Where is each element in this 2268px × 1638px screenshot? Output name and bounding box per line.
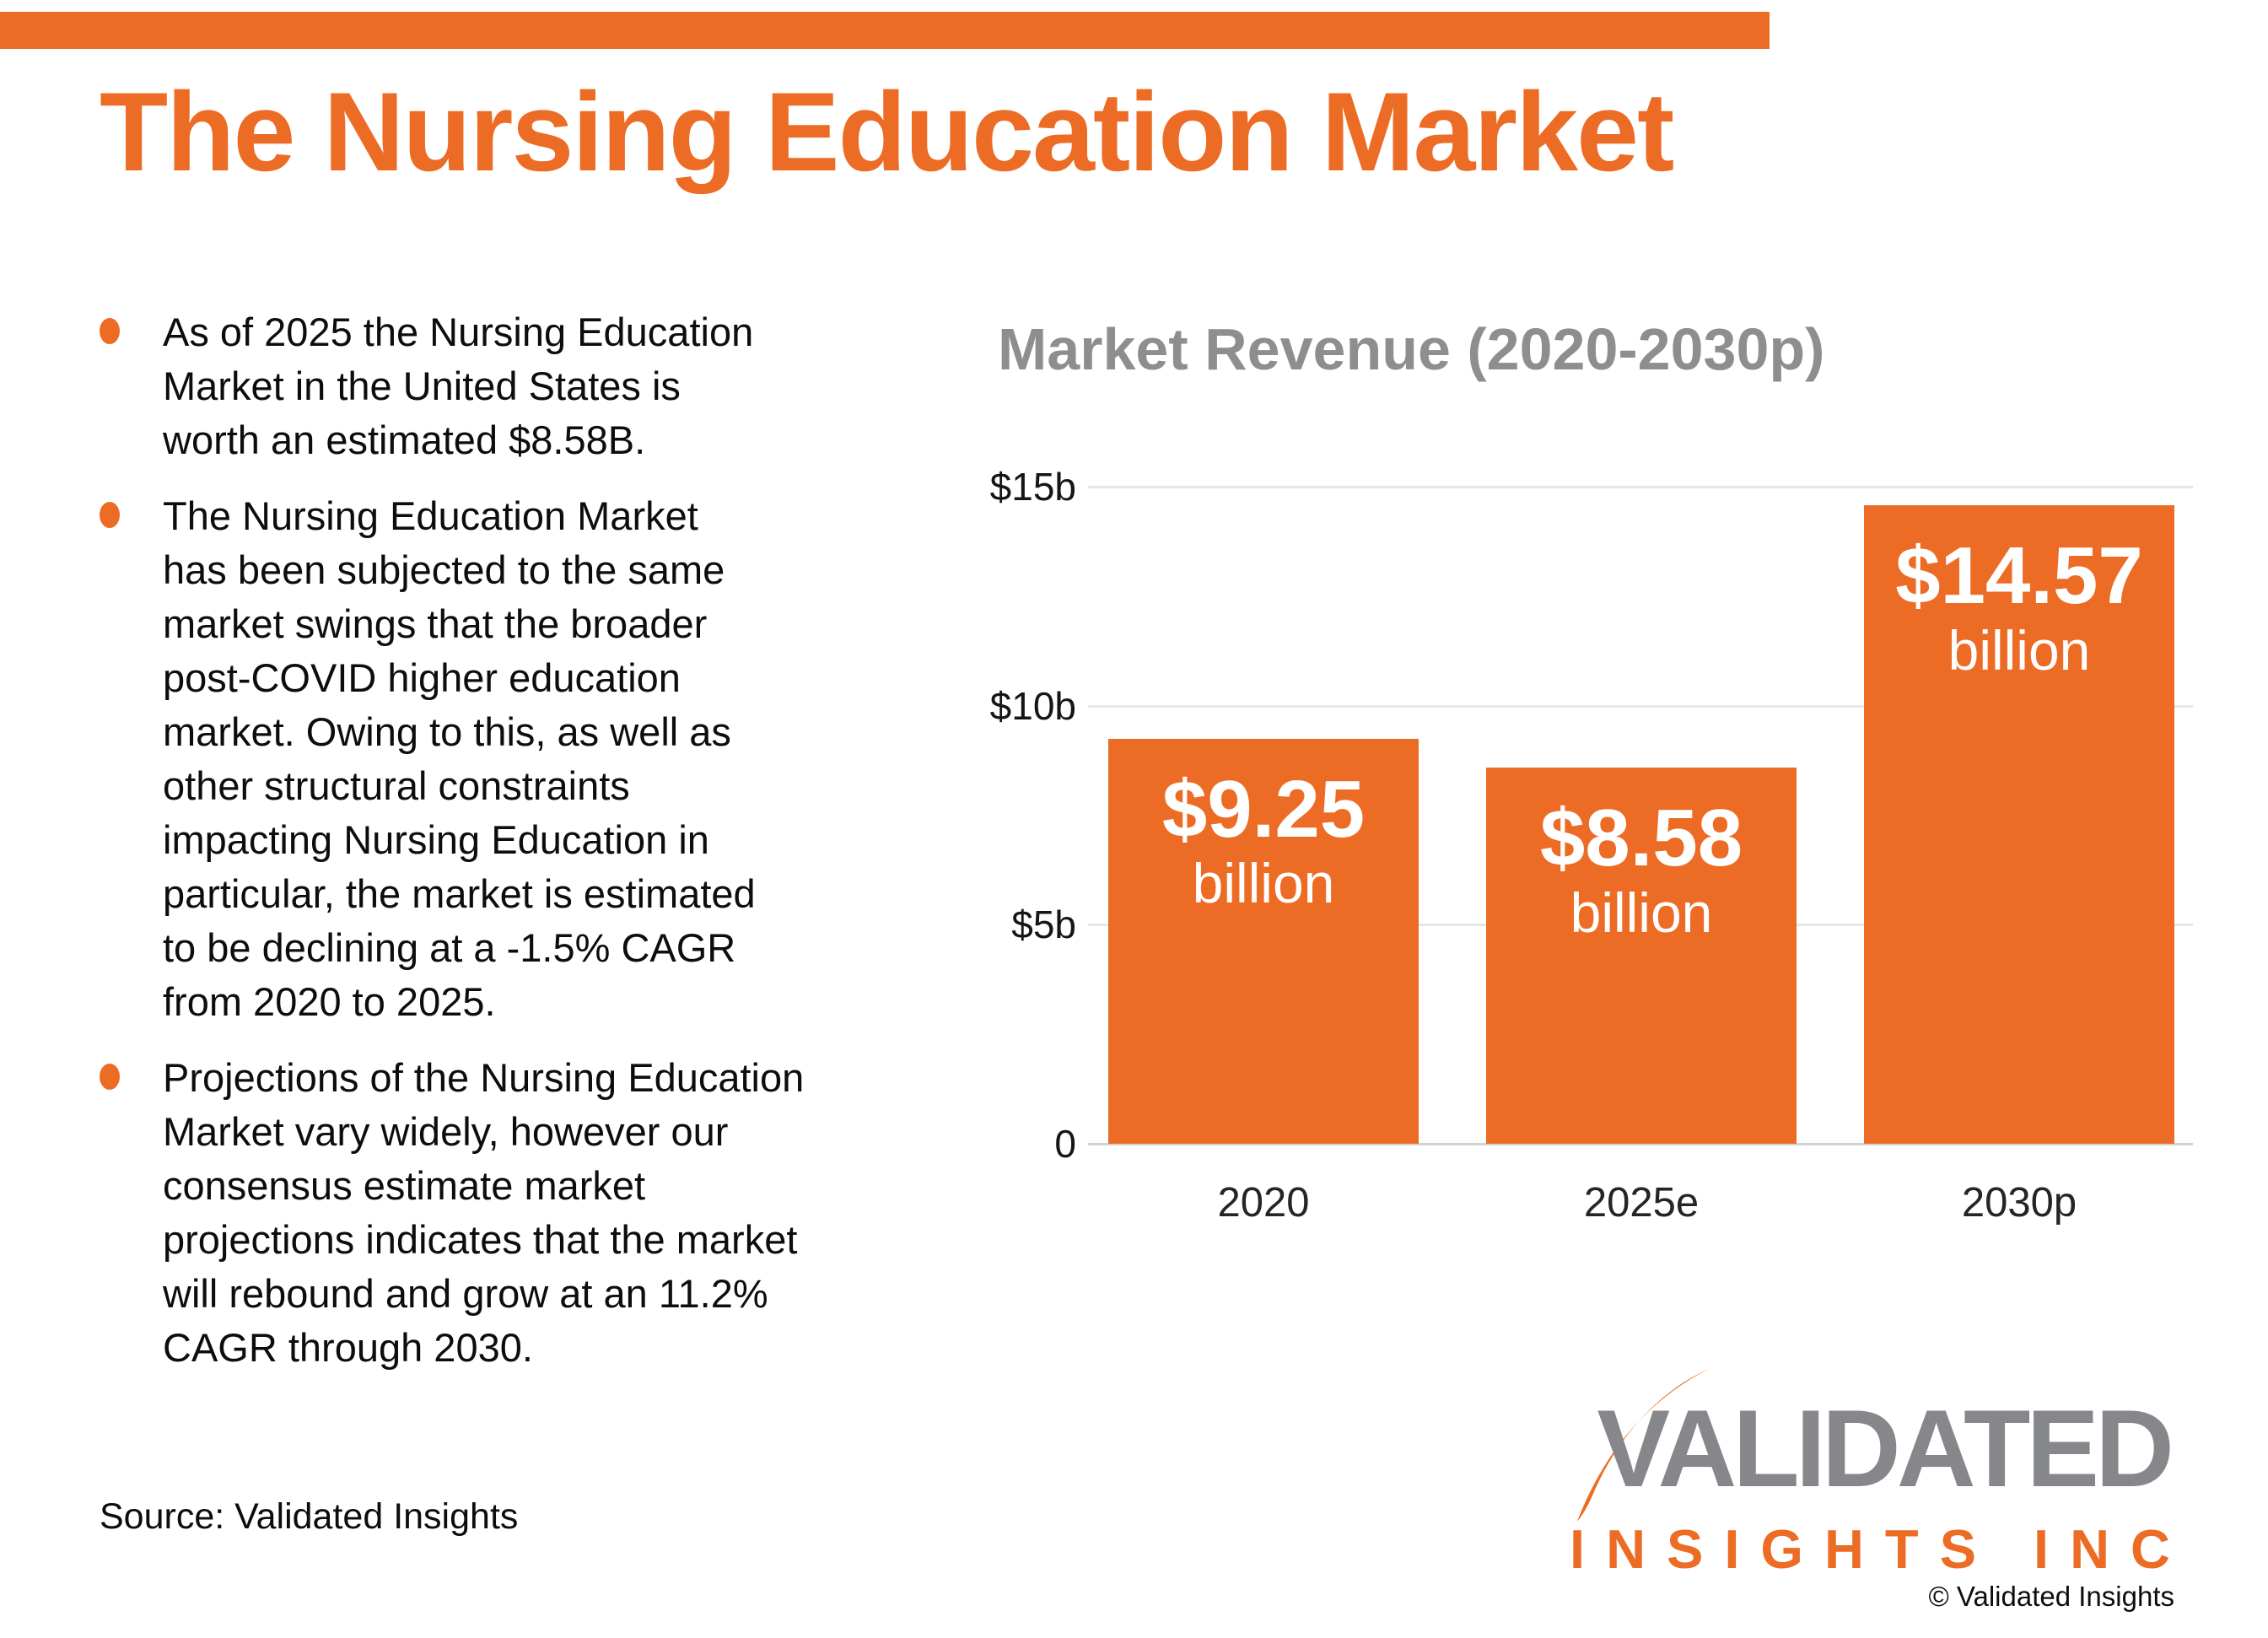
- bar-2020: $9.25 billion: [1108, 738, 1419, 1144]
- bar-value: $8.58: [1539, 793, 1743, 884]
- bar-unit: billion: [1192, 852, 1335, 915]
- y-axis-tick-label: $10b: [989, 683, 1076, 728]
- list-item: As of 2025 the Nursing Education Market …: [100, 305, 968, 467]
- bar-label: $14.57 billion: [1864, 532, 2174, 681]
- bars: $9.25 billion $8.58 billion $14.57 billi…: [1108, 487, 2174, 1144]
- x-axis-tick-label: 2020: [1217, 1180, 1310, 1226]
- x-axis-labels: 2020 2025e 2030p: [1108, 1179, 2174, 1226]
- list-item: Projections of the Nursing Education Mar…: [100, 1051, 968, 1375]
- x-axis-tick-label: 2030p: [1961, 1180, 2077, 1226]
- bullet-text: Projections of the Nursing Education Mar…: [163, 1055, 805, 1370]
- y-axis-tick-label: $5b: [1011, 903, 1076, 947]
- bar-2030p: $14.57 billion: [1864, 505, 2174, 1144]
- bar-chart: $15b $10b $5b 0 $9.25 billion $8.58: [990, 465, 2193, 1226]
- bar-label: $9.25 billion: [1108, 763, 1419, 915]
- bullet-text: The Nursing Education Market has been su…: [163, 493, 756, 1024]
- source-note: Source: Validated Insights: [100, 1496, 519, 1537]
- copyright-note: © Validated Insights: [1928, 1581, 2174, 1612]
- axis-line: [1088, 1143, 2193, 1145]
- bullet-list: As of 2025 the Nursing Education Market …: [100, 305, 968, 1397]
- bar-2025e: $8.58 billion: [1486, 768, 1797, 1144]
- list-item: The Nursing Education Market has been su…: [100, 489, 968, 1029]
- gridline: [1088, 486, 2193, 488]
- bullet-icon: [100, 1064, 120, 1090]
- bullet-icon: [100, 318, 120, 344]
- bar-label: $8.58 billion: [1486, 795, 1797, 943]
- logo-validated: VALIDATED: [1597, 1387, 2174, 1510]
- gridline: [1088, 704, 2193, 708]
- y-axis-tick-label: $15b: [989, 465, 1076, 509]
- bullet-text: As of 2025 the Nursing Education Market …: [163, 310, 754, 462]
- y-axis-tick-label: 0: [1054, 1122, 1076, 1166]
- top-accent-bar: [0, 12, 1770, 49]
- bar-value: $9.25: [1161, 763, 1366, 854]
- chart-title: Market Revenue (2020-2030p): [998, 316, 1825, 382]
- bar-unit: billion: [1947, 619, 2091, 682]
- x-axis-tick-label: 2025e: [1583, 1180, 1700, 1226]
- page-title: The Nursing Education Market: [100, 70, 1674, 195]
- bar-value: $14.57: [1895, 531, 2143, 622]
- bullet-icon: [100, 502, 120, 528]
- logo-insights-inc: INSIGHTS INC: [1570, 1518, 2191, 1580]
- bar-unit: billion: [1570, 881, 1713, 945]
